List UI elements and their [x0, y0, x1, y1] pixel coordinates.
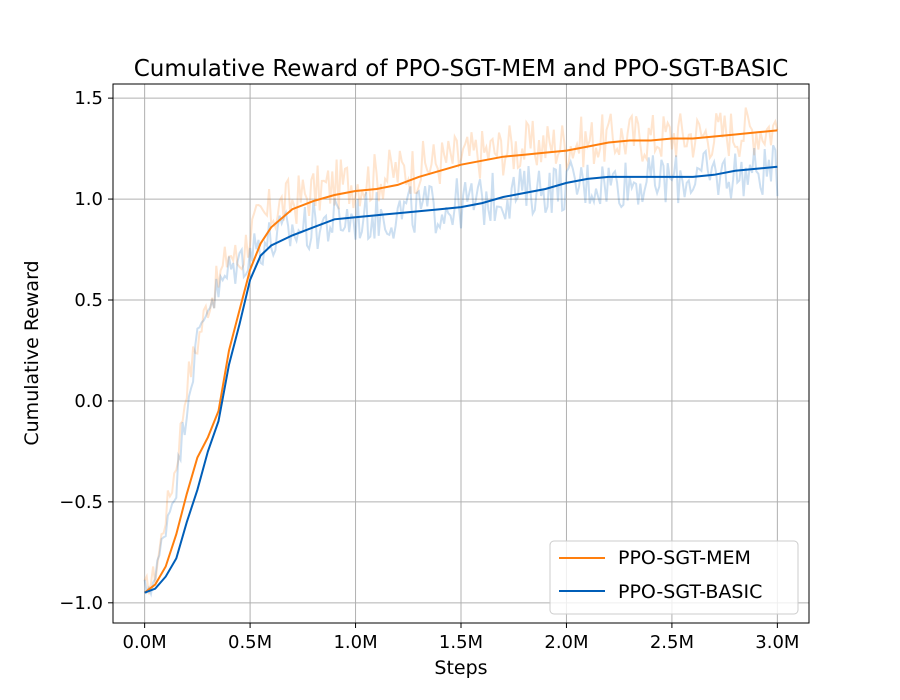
- x-axis-label: Steps: [434, 657, 487, 679]
- tick-layer: 0.0M 0.5M 1.0M 1.5M 2.0M 2.5M 3.0M −1.0 −0.5 0.0 0…: [59, 88, 799, 653]
- y-tick-label: 1.5: [74, 88, 103, 109]
- y-tick-label: −0.5: [59, 492, 103, 513]
- y-tick-label: 1.0: [74, 189, 103, 210]
- x-tick-label: 0.0M: [123, 632, 167, 653]
- chart-title: Cumulative Reward of PPO-SGT-MEM and PPO…: [134, 56, 789, 82]
- smoothed-series-line-1: [144, 165, 778, 594]
- y-axis-label: Cumulative Reward: [21, 260, 43, 445]
- y-tick-label: −1.0: [59, 593, 103, 614]
- raw-series-line-1: [143, 144, 779, 598]
- x-tick-label: 2.5M: [650, 632, 694, 653]
- smoothed-series-line-0: [143, 129, 778, 594]
- legend-box: [549, 540, 799, 615]
- raw-series-layer: [143, 107, 779, 598]
- legend-label-mem: PPO-SGT-MEM: [618, 547, 751, 569]
- x-tick-label: 1.0M: [333, 632, 377, 653]
- x-tick-label: 1.5M: [439, 632, 483, 653]
- raw-series-line-0: [143, 107, 779, 595]
- grid-layer: [113, 84, 809, 623]
- x-tick-label: 3.0M: [755, 632, 799, 653]
- y-tick-label: 0.5: [74, 290, 103, 311]
- smoothed-series-layer: [143, 129, 778, 594]
- y-tick-label: 0.0: [74, 391, 103, 412]
- x-tick-label: 0.5M: [228, 632, 272, 653]
- legend: PPO-SGT-MEM PPO-SGT-BASIC: [549, 540, 799, 615]
- legend-label-basic: PPO-SGT-BASIC: [618, 581, 762, 603]
- x-tick-label: 2.0M: [544, 632, 588, 653]
